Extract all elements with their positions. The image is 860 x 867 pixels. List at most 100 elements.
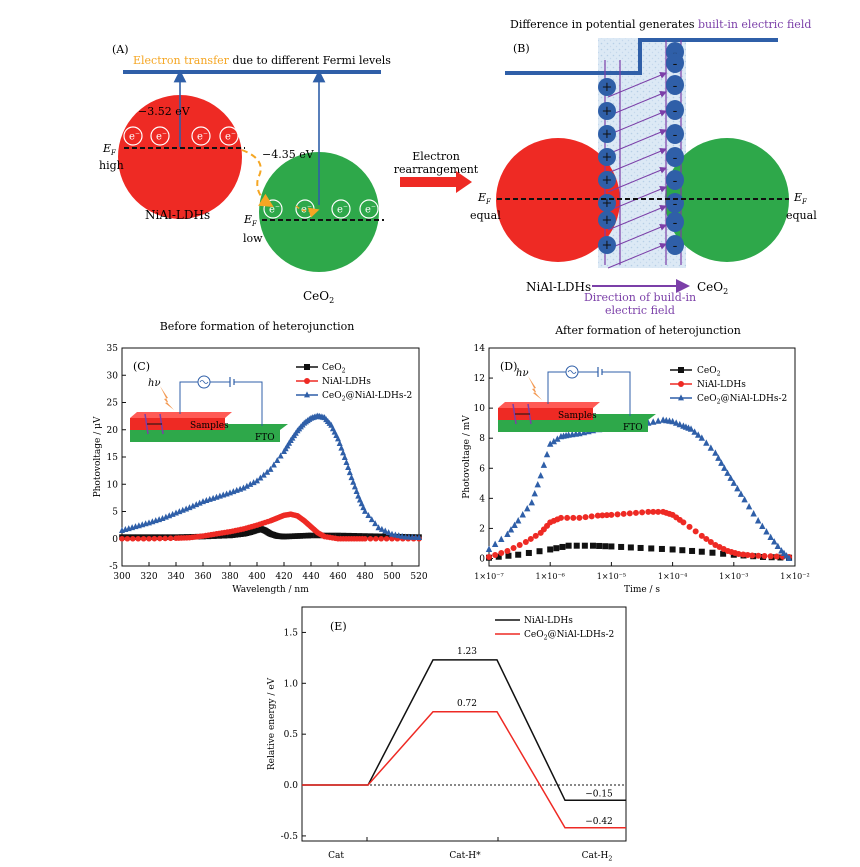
data-point-triangle [382,527,389,534]
negative-charge [666,193,684,213]
data-point-circle [510,544,517,551]
data-point-triangle [703,439,710,446]
bent-vacuum-level [505,38,778,75]
data-point-triangle [691,428,698,435]
data-point-triangle [672,419,680,426]
energy-value-label: 1.23 [457,647,477,657]
data-point-triangle [351,483,358,490]
nial-energy-label: −3.52 eV [138,105,191,118]
data-point-triangle [375,524,382,531]
minus-sign: - [673,45,678,61]
minus-sign: - [673,78,678,94]
positive-charge [598,236,616,254]
field-arrow [607,243,667,269]
panel-d-axes: 1×10⁻⁷ 1×10⁻⁶ 1×10⁻⁵ 1×10⁻⁴ 1×10⁻³ 1×10⁻² 0 2 4 6… [462,344,810,595]
data-point-square [547,546,554,553]
data-point-circle [362,535,368,542]
data-point-triangle [687,425,695,432]
data-point-circle [498,549,505,556]
voltmeter-wave [567,370,577,374]
data-point-triangle [341,453,348,460]
rearrangement-line1: Electron [412,150,460,163]
data-point-circle [146,535,152,542]
data-point-triangle [257,474,264,481]
field-direction-line1: Direction of build-in [584,291,696,304]
fto-layer [498,420,648,432]
nial-equal-label: equal [470,209,501,222]
panel-c-tag: (C) [133,360,150,373]
legend-label-rest: @NiAl-LDHs-2 [346,391,413,401]
data-point-triangle [721,464,728,471]
data-point-triangle [362,507,368,514]
field-direction-line2: electric field [605,304,675,317]
electron-sup: − [307,204,312,211]
legend-label-rest: @NiAl-LDHs-2 [721,394,788,404]
legend-label-sub: 2 [717,371,721,378]
field-arrow-group [607,72,667,269]
y-tick-label: -5 [109,562,118,572]
electron-letter: e [197,132,203,143]
data-point-square [308,532,314,539]
x-axis-label: Wavelength / nm [232,585,309,595]
data-point-triangle [650,418,657,425]
data-point-triangle [336,440,343,447]
y-tick-label: 2 [479,524,485,534]
data-point-triangle [260,471,267,478]
negative-charge [666,75,684,95]
positive-charge [598,78,616,96]
panel-d: 1×10⁻⁷ 1×10⁻⁶ 1×10⁻⁵ 1×10⁻⁴ 1×10⁻³ 1×10⁻² 0 2 4 6… [462,344,810,595]
x-tick-label: 400 [248,572,265,582]
data-point-square [356,533,363,539]
panel-b-tag: (B) [513,42,530,55]
legend-label-sub: 2 [342,368,346,375]
y-tick-label: 15 [107,453,119,463]
data-point-square [559,543,566,550]
data-point-square [608,543,615,550]
data-point-triangle [365,511,372,518]
x-tick-label: 500 [383,572,400,582]
data-point-circle [140,535,147,542]
data-point-triangle [524,505,531,512]
x-tick-label: 300 [113,572,130,582]
x-tick-label: 440 [302,572,319,582]
y-tick-label: 0.0 [284,781,299,791]
electron-sup: − [162,131,167,138]
legend-label-sub: 2 [544,635,548,642]
data-point-triangle [350,478,357,485]
plus-sign: + [602,173,613,188]
data-point-circle [527,535,534,542]
x-tick-label: 360 [194,572,211,582]
y-tick-label: -0.5 [281,832,299,842]
rearrangement-line2: rearrangement [394,163,479,176]
data-point-circle [486,553,492,560]
x-tick-label: 1×10⁻² [780,572,809,581]
data-point-circle [570,514,577,521]
data-point-circle [157,535,163,542]
ceo2-low-label: low [243,232,263,245]
data-point-circle [735,550,742,557]
data-point-square [495,553,502,560]
minus-sign: - [673,56,678,72]
y-axis-label: Photovoltage / mV [462,415,472,499]
y-tick-label: 4 [479,494,485,504]
data-point-circle [645,508,652,515]
y-tick-label: 0 [112,535,118,545]
data-point-triangle [348,474,355,481]
positive-charge [598,102,616,120]
data-point-square [669,546,676,553]
electron-sup: − [231,131,236,138]
data-point-circle [626,510,633,517]
data-point-circle [162,535,168,542]
legend-label-main: CeO [322,391,342,401]
legend-label-main: CeO [697,394,717,404]
data-point-triangle [759,522,766,529]
electron-label: e− [156,131,167,143]
ceo2-ef-label: EF [243,213,258,228]
field-arrow [607,110,667,136]
data-point-triangle [511,521,518,528]
y-tick-label: 5 [112,508,118,518]
data-point-circle [686,523,693,530]
data-point-triangle [528,499,535,506]
data-point-triangle [277,452,284,459]
